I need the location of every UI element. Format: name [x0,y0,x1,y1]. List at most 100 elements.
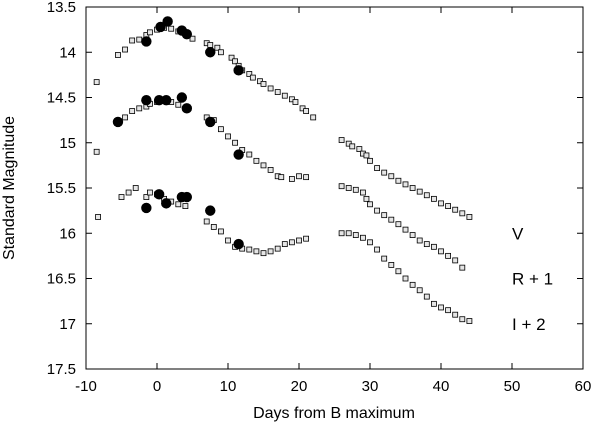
data-point-dot [112,116,124,128]
series-r1-large-dot [112,92,244,160]
data-point-square [246,71,253,77]
data-point-square [214,44,221,51]
data-point-square [352,232,359,238]
data-point-square [402,181,409,188]
data-point-square [416,287,423,294]
data-point-dot [205,47,216,58]
data-point-square [189,35,196,42]
y-tick-label: 17 [59,316,76,333]
data-point-square [438,304,444,311]
data-point-square [260,81,267,87]
x-tick-label: 0 [153,378,161,395]
data-point-dot [155,21,166,33]
data-point-square [129,108,136,114]
data-point-square [217,49,224,56]
data-point-square [445,203,452,210]
data-point-square [388,216,395,223]
band-labels: V R + 1 I + 2 [512,224,553,334]
data-point-square [292,99,299,105]
x-tick-label: 10 [220,378,237,395]
data-point-square [409,281,416,288]
data-point-square [310,114,317,121]
data-point-square [93,148,100,155]
data-point-square [296,173,302,180]
data-point-square [430,300,437,307]
data-point-square [388,173,395,180]
data-point-square [374,207,381,214]
data-point-square [303,235,310,242]
data-point-square [281,241,288,248]
data-point-square [445,252,452,259]
data-point-square [459,210,466,217]
y-tick-label: 16 [59,225,76,242]
y-tick-label: 16.5 [47,271,76,288]
data-point-square [95,214,101,220]
data-point-square [345,230,352,237]
data-point-dot [181,191,193,203]
tick-labels: -10 0 10 20 30 40 50 60 13.5 14 14.5 15 15.5 16 16.5 17… [47,0,592,395]
data-point-square [452,257,459,264]
data-point-square [253,157,260,164]
data-point-dot [153,189,165,200]
data-point-dot [161,198,172,209]
data-point-square [381,255,388,262]
data-point-square [367,157,373,164]
data-point-square [175,201,182,208]
data-point-square [349,143,356,150]
data-point-dot [141,95,152,106]
data-point-square [423,293,430,300]
y-tick-label: 14.5 [47,90,76,107]
data-point-square [274,89,281,95]
data-point-square [125,189,132,196]
data-point-square [430,195,437,202]
data-point-square [367,239,373,246]
data-point-square [146,189,153,196]
data-point-square [359,189,366,196]
data-point-square [416,237,423,244]
data-point-square [359,234,366,241]
data-point-square [430,243,437,250]
data-point-square [246,246,253,253]
data-point-square [452,311,459,318]
data-point-square [438,200,444,207]
data-point-square [136,36,143,43]
data-point-square [146,29,153,36]
data-point-square [232,58,239,65]
data-point-dot [205,205,216,216]
data-point-dot [181,28,193,40]
data-point-square [338,230,345,237]
data-point-dot [233,238,244,250]
data-point-dot [141,202,152,214]
data-point-square [168,25,175,32]
y-tick-label: 14 [59,44,76,61]
data-point-dot [233,149,244,160]
band-label: V [512,224,524,243]
data-point-square [409,185,416,191]
y-tick-label: 17.5 [47,361,76,378]
data-point-square [445,307,452,314]
data-point-square [225,237,231,244]
data-point-square [288,176,295,182]
data-point-square [363,195,370,202]
data-point-square [395,177,402,184]
series-i2-large-dot [141,189,244,250]
data-point-dot [176,92,188,103]
series-i2-small-square [93,79,473,324]
data-point-square [129,37,136,44]
series-r1-small-square [93,97,466,271]
data-point-square [175,101,182,108]
data-point-square [367,201,373,208]
series-v-large-dot [141,16,244,76]
data-point-square [402,226,409,233]
x-tick-label: 50 [504,378,521,395]
data-point-square [459,316,466,323]
data-point-square [232,139,239,146]
data-point-square [459,264,466,271]
x-tick-label: -10 [75,378,97,395]
data-point-square [381,212,388,219]
data-point-square [260,162,267,169]
data-point-square [203,218,210,225]
data-point-square [452,206,459,213]
data-point-square [246,151,253,158]
